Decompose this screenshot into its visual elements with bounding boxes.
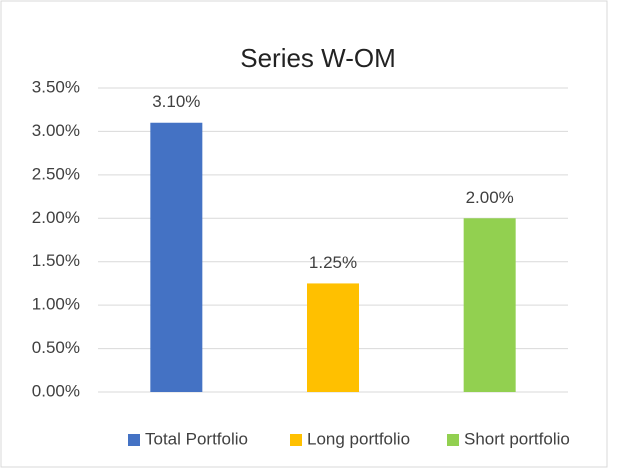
y-tick-label: 3.00% <box>32 121 80 140</box>
legend-swatch <box>128 434 140 446</box>
legend-swatch <box>447 434 459 446</box>
legend-label: Total Portfolio <box>145 429 248 448</box>
data-label: 3.10% <box>152 92 200 111</box>
data-label: 1.25% <box>309 253 357 272</box>
y-tick-label: 2.00% <box>32 208 80 227</box>
y-tick-label: 0.50% <box>32 338 80 357</box>
legend-label: Long portfolio <box>307 429 410 448</box>
y-tick-label: 3.50% <box>32 77 80 96</box>
y-tick-label: 2.50% <box>32 164 80 183</box>
y-tick-label: 1.00% <box>32 295 80 314</box>
legend-swatch <box>290 434 302 446</box>
y-tick-label: 0.00% <box>32 381 80 400</box>
bar <box>150 122 203 392</box>
legend-label: Short portfolio <box>464 429 570 448</box>
y-tick-label: 1.50% <box>32 251 80 270</box>
bar <box>463 218 516 392</box>
bar <box>307 283 359 392</box>
chart-title: Series W-OM <box>240 43 396 73</box>
data-label: 2.00% <box>466 188 514 207</box>
